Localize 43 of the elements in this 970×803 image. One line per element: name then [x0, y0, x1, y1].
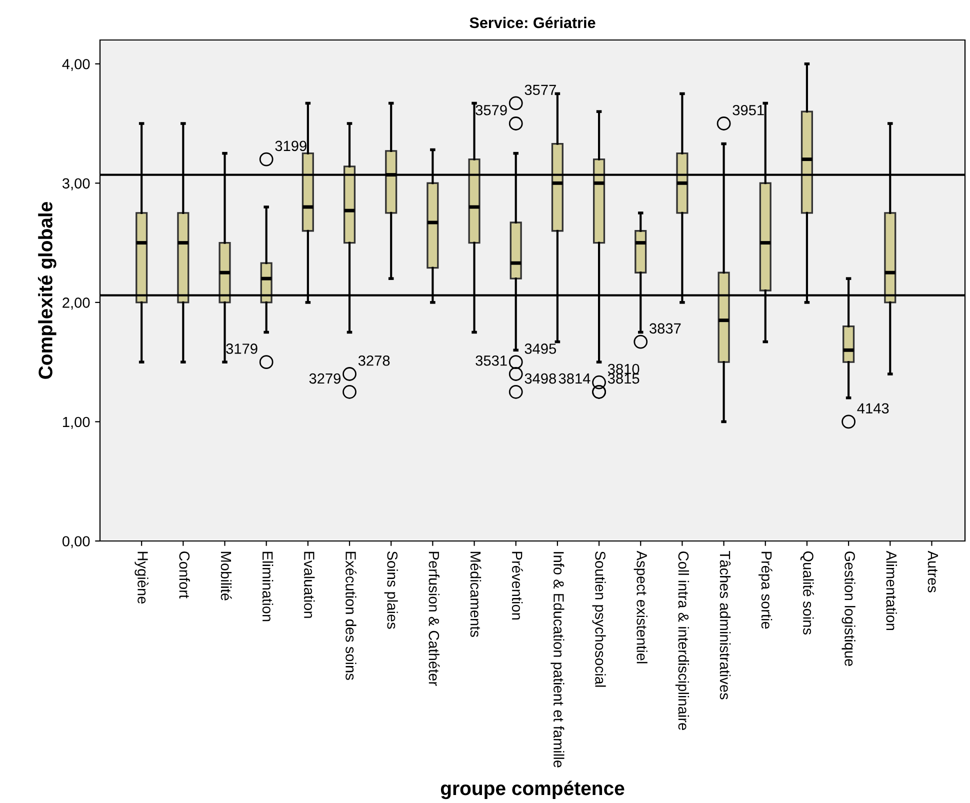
x-tick-label: Confort — [179, 551, 190, 598]
y-tick-label: 4,00 — [62, 58, 90, 72]
x-tick-label: Soutien psychosocial — [592, 551, 606, 687]
annotation: 3179 — [226, 344, 258, 354]
x-tick-label: Perfusion & Cathéter — [428, 552, 440, 686]
x-tick-label: Autres — [928, 550, 938, 592]
x-tick-label: Tâches administratives — [720, 551, 731, 700]
y-tick-label: 3,00 — [62, 178, 90, 190]
x-tick-label: Prépa sortie — [758, 552, 772, 629]
x-tick-label: Exécution des soins — [346, 552, 356, 680]
annotation: 3951 — [732, 104, 764, 116]
x-tick-label: Hygiène — [134, 552, 148, 604]
x-tick-label: Prévention — [512, 552, 523, 620]
annotation: 3810 — [608, 364, 640, 374]
y-tick-label: 1,00 — [63, 416, 90, 429]
annotation: 3837 — [650, 323, 681, 334]
y-axis-title: Complexité globale — [38, 202, 56, 379]
annotation: 3498 — [524, 373, 556, 384]
x-tick-label: Mobilité — [220, 552, 232, 600]
x-tick-label: Soins plaies — [384, 551, 398, 629]
x-tick-label: Gestion logistique — [842, 551, 856, 666]
annotation: 3278 — [358, 355, 390, 366]
annotation: 3815 — [608, 373, 640, 384]
x-tick-label: Info & Education patient et famille — [550, 552, 564, 768]
y-tick-label: 2,00 — [62, 298, 90, 310]
x-tick-label: Qualité soins — [800, 551, 814, 634]
x-tick-label: Evaluation — [304, 552, 315, 618]
x-tick-label: Coll intra & interdisciplinaire — [675, 551, 690, 730]
annotation: 4143 — [857, 403, 889, 414]
x-tick-label: Alimentation — [886, 550, 897, 630]
x-tick-label: Elimination — [262, 552, 274, 622]
annotation: 3579 — [476, 104, 507, 116]
chart-title: Service: Gériatrie — [470, 16, 596, 28]
x-axis-title: groupe compétence — [440, 780, 624, 800]
annotation: 3279 — [309, 373, 340, 384]
annotation: 3531 — [476, 355, 507, 366]
x-tick-label: Aspect existentiel — [634, 550, 648, 664]
annotation: 3199 — [275, 140, 306, 152]
annotation: 3814 — [558, 373, 590, 384]
annotation: 3495 — [524, 344, 556, 354]
annotation: 3577 — [524, 84, 556, 96]
x-tick-label: Médicaments — [470, 552, 482, 637]
y-tick-label: 0,00 — [62, 536, 90, 548]
